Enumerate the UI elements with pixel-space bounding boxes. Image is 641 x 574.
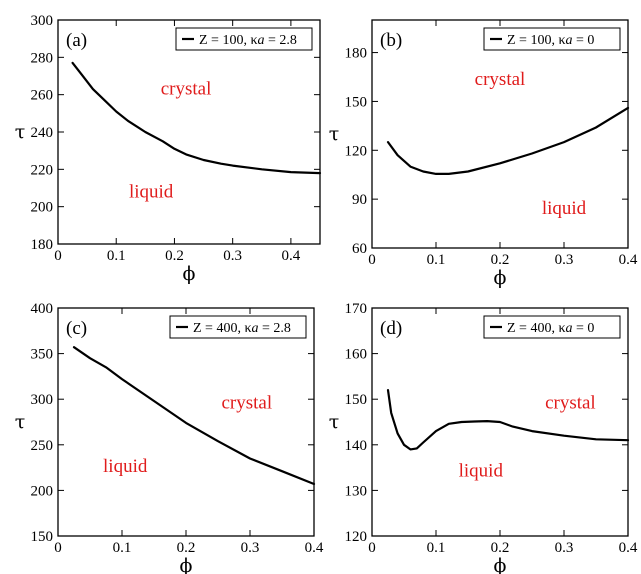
- x-tick-label: 0.1: [107, 248, 126, 264]
- y-tick-label: 160: [345, 347, 368, 363]
- x-tick-label: 0: [368, 252, 376, 268]
- legend-text-italic: a: [566, 321, 573, 336]
- y-tick-label: 250: [31, 438, 54, 454]
- series-line-1: [71, 61, 322, 175]
- x-tick-label: 0.3: [555, 252, 574, 268]
- x-axis-label: ϕ: [494, 267, 507, 289]
- region-label-crystal: crystal: [475, 69, 526, 90]
- y-tick-label: 300: [31, 13, 54, 29]
- x-axis-label: ϕ: [183, 263, 196, 285]
- y-tick-label: 280: [31, 50, 54, 66]
- series-line-1: [386, 106, 630, 175]
- legend-text-suffix: = 2.8: [259, 321, 291, 336]
- panel-label: (d): [380, 318, 402, 339]
- panel-3: 0 0.1 0.2 0.3 0.4 150 200 250 300 350 400 ϕ τ (c) crys…: [15, 301, 324, 574]
- y-tick-label: 150: [31, 529, 54, 545]
- legend: Z = 100, κa = 2.8: [175, 27, 313, 51]
- x-tick-label: 0.4: [619, 252, 638, 268]
- y-tick-label: 200: [31, 200, 54, 216]
- x-axis-label: ϕ: [180, 555, 193, 574]
- y-axis-label: τ: [15, 411, 26, 433]
- region-label-liquid: liquid: [459, 461, 504, 482]
- x-tick-label: 0: [368, 540, 376, 556]
- legend-text-suffix: = 0: [573, 321, 595, 336]
- y-tick-label: 220: [31, 162, 54, 178]
- y-tick-label: 130: [345, 483, 368, 499]
- x-tick-label: 0.3: [555, 540, 574, 556]
- legend-box: [169, 315, 307, 339]
- x-axis-label: ϕ: [494, 555, 507, 574]
- region-label-liquid: liquid: [103, 456, 148, 477]
- x-tick-label: 0.1: [427, 540, 446, 556]
- y-tick-label: 60: [352, 241, 367, 257]
- legend-box: [175, 27, 313, 51]
- region-label-crystal: crystal: [221, 392, 272, 413]
- panel-label: (b): [380, 30, 402, 51]
- panel-2: 0 0.1 0.2 0.3 0.4 60 90 120 150 180 ϕ τ (b) crystal li…: [329, 19, 638, 289]
- legend-box: [483, 315, 621, 339]
- legend-text-suffix: = 0: [573, 33, 595, 48]
- y-tick-label: 200: [31, 483, 54, 499]
- region-label-liquid: liquid: [129, 181, 174, 202]
- x-tick-label: 0.4: [619, 540, 638, 556]
- y-axis-label: τ: [15, 121, 26, 143]
- y-tick-label: 350: [31, 347, 54, 363]
- legend: Z = 100, κa = 0: [483, 27, 621, 51]
- legend-text-prefix: Z = 100, κ: [507, 33, 566, 48]
- legend-text: Z = 100, κa = 0: [507, 33, 594, 48]
- x-tick-label: 0: [54, 248, 62, 264]
- plot-frame: [57, 19, 321, 245]
- x-tick-label: 0.1: [427, 252, 446, 268]
- panel-4: 0 0.1 0.2 0.3 0.4 120 130 140 150 160 170 ϕ τ (d) crys…: [329, 301, 638, 574]
- series-line-1: [386, 389, 630, 451]
- legend-text-italic: a: [258, 33, 265, 48]
- legend-text-italic: a: [566, 33, 573, 48]
- legend: Z = 400, κa = 2.8: [169, 315, 307, 339]
- legend-box: [483, 27, 621, 51]
- y-tick-label: 170: [345, 301, 368, 317]
- y-tick-label: 120: [345, 529, 368, 545]
- y-tick-label: 150: [345, 392, 368, 408]
- x-tick-label: 0.3: [223, 248, 242, 264]
- y-tick-label: 300: [31, 392, 54, 408]
- x-tick-label: 0.2: [491, 252, 510, 268]
- y-tick-label: 180: [345, 46, 368, 62]
- legend-text-prefix: Z = 400, κ: [507, 321, 566, 336]
- y-tick-label: 180: [31, 237, 54, 253]
- y-tick-label: 150: [345, 94, 368, 110]
- region-label-liquid: liquid: [542, 198, 587, 219]
- legend-text-italic: a: [252, 321, 259, 336]
- y-tick-label: 240: [31, 125, 54, 141]
- legend-text-prefix: Z = 400, κ: [193, 321, 252, 336]
- x-tick-label: 0.3: [241, 540, 260, 556]
- x-tick-label: 0.2: [491, 540, 510, 556]
- series-line-1: [72, 346, 316, 486]
- y-axis-label: τ: [329, 123, 340, 145]
- legend: Z = 400, κa = 0: [483, 315, 621, 339]
- region-label-crystal: crystal: [545, 392, 596, 413]
- y-tick-label: 90: [352, 192, 367, 208]
- x-tick-label: 0.2: [165, 248, 184, 264]
- y-tick-label: 400: [31, 301, 54, 317]
- plot-frame: [371, 19, 629, 249]
- x-tick-label: 0.1: [113, 540, 132, 556]
- legend-text: Z = 100, κa = 2.8: [199, 33, 297, 48]
- y-tick-label: 140: [345, 438, 368, 454]
- legend-text: Z = 400, κa = 2.8: [193, 321, 291, 336]
- y-axis-label: τ: [329, 411, 340, 433]
- region-label-crystal: crystal: [161, 79, 212, 100]
- x-tick-label: 0.4: [305, 540, 324, 556]
- legend-text: Z = 400, κa = 0: [507, 321, 594, 336]
- panel-label: (c): [66, 318, 87, 339]
- y-tick-label: 120: [345, 143, 368, 159]
- panel-label: (a): [66, 30, 87, 51]
- x-tick-label: 0: [54, 540, 62, 556]
- x-tick-label: 0.4: [282, 248, 301, 264]
- y-tick-label: 260: [31, 88, 54, 104]
- legend-text-prefix: Z = 100, κ: [199, 33, 258, 48]
- x-tick-label: 0.2: [177, 540, 196, 556]
- legend-text-suffix: = 2.8: [265, 33, 297, 48]
- panel-1: 0 0.1 0.2 0.3 0.4 180 200 220 240 260 280 300 ϕ τ (a) c…: [15, 13, 322, 285]
